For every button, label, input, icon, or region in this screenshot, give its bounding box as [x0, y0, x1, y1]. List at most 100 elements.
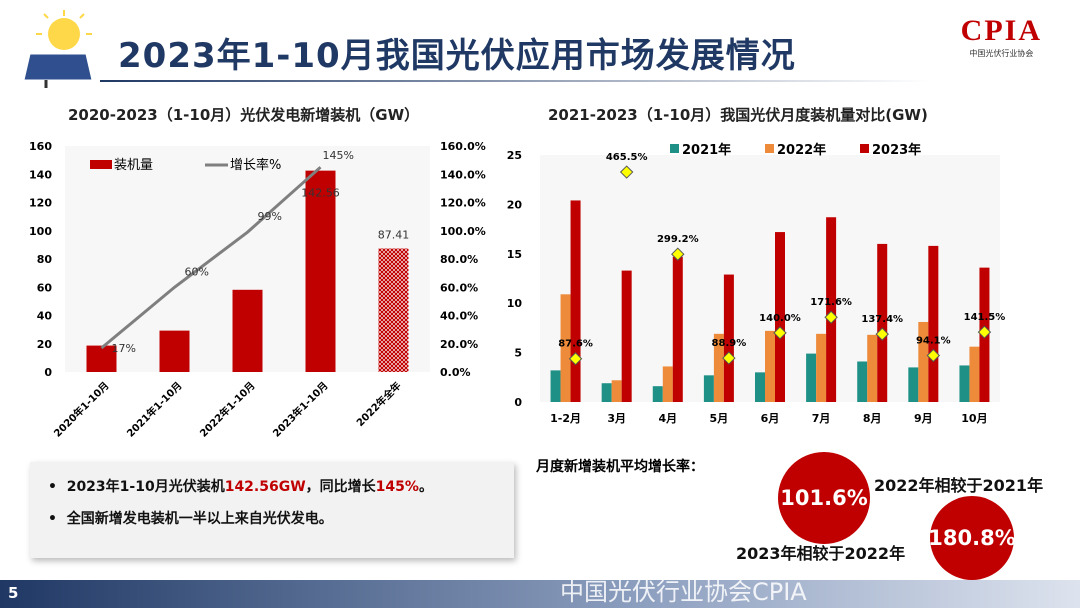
y2-tick-label: 160.0%	[440, 140, 486, 153]
y-tick-label: 15	[507, 248, 522, 261]
y2-tick-label: 20.0%	[440, 338, 478, 351]
page-number: 5	[8, 584, 19, 602]
bar	[775, 232, 785, 402]
growth-marker	[568, 352, 583, 366]
bar	[159, 330, 190, 372]
page-title: 2023年1-10月我国光伏应用市场发展情况	[118, 36, 796, 76]
growth-marker	[824, 310, 838, 324]
avg-growth-label: 月度新增装机平均增长率：	[536, 459, 704, 475]
bar	[305, 170, 336, 372]
bar	[713, 333, 724, 402]
y-tick-label: 120	[29, 197, 52, 210]
growth-marker	[671, 247, 685, 261]
y-tick-label: 10	[507, 297, 523, 310]
bar	[611, 380, 622, 402]
y2-tick-label: 0.0%	[440, 366, 471, 379]
y2-tick-label: 120.0%	[440, 197, 486, 210]
bar	[672, 256, 683, 402]
growth-marker	[773, 326, 787, 340]
installed-capacity-chart: 0 20 40 60 80 100 120 140 160 0.0% 20.0% 40.0% 60.0%…	[29, 140, 486, 440]
bar	[969, 346, 980, 402]
bar	[765, 330, 775, 402]
growth-marker	[977, 325, 992, 339]
bar	[621, 270, 632, 402]
growth-label: 140.0%	[759, 313, 801, 324]
bar	[918, 321, 929, 402]
bar	[816, 333, 827, 402]
growth-line	[100, 166, 322, 350]
legend-label: 增长率%	[230, 157, 281, 173]
bar	[867, 334, 878, 402]
x-tick-label: 10月	[961, 412, 987, 425]
bar	[755, 372, 765, 402]
bar-label: 87.41	[378, 229, 410, 242]
x-tick-label: 5月	[710, 412, 729, 425]
growth-label: 87.6%	[558, 339, 593, 350]
growth-marker	[619, 165, 634, 179]
bar-label: 142.56	[301, 187, 340, 200]
legend-swatch	[670, 144, 679, 153]
growth-marker	[875, 327, 889, 341]
growth-label: 141.5%	[964, 312, 1006, 323]
x-tick-label: 2023年1-10月	[270, 379, 331, 440]
bar	[652, 386, 663, 402]
x-tick-label: 7月	[812, 412, 831, 425]
x-tick-label: 4月	[658, 412, 677, 425]
bar	[662, 366, 673, 402]
y2-tick-label: 40.0%	[440, 310, 478, 323]
y-tick-label: 140	[29, 168, 52, 181]
y-tick-label: 160	[29, 140, 52, 153]
growth-circle-2023: 180.8%	[928, 496, 1016, 580]
x-tick-label: 2022年全年	[354, 379, 404, 429]
growth-marker	[722, 351, 736, 365]
title-divider	[100, 80, 930, 82]
legend-label: 2022年	[777, 142, 826, 158]
x-tick-label: 3月	[607, 412, 626, 425]
x-tick-label: 2020年1-10月	[51, 379, 112, 440]
y2-tick-label: 100.0%	[440, 225, 486, 238]
line-label: 145%	[323, 149, 354, 162]
x-tick-label: 2022年1-10月	[197, 379, 258, 440]
legend-label: 2021年	[682, 142, 731, 158]
left-chart-title: 2020-2023（1-10月）光伏发电新增装机（GW）	[68, 106, 420, 124]
bar	[570, 200, 581, 402]
y-tick-label: 0	[514, 396, 522, 409]
legend-swatch	[765, 144, 774, 153]
x-tick-label: 2021年1-10月	[124, 379, 185, 440]
legend-label: 装机量	[114, 158, 153, 173]
bar	[378, 248, 409, 372]
line-label: 99%	[258, 210, 282, 223]
watermark: 中国光伏行业协会CPIA	[560, 578, 807, 606]
solar-panel-icon	[16, 8, 96, 92]
bar	[232, 289, 263, 372]
bar	[908, 367, 919, 402]
bullet-2: • 全国新增发电装机一半以上来自光伏发电。	[48, 511, 333, 527]
y2-tick-label: 60.0%	[440, 281, 478, 294]
line-label: 60%	[185, 265, 209, 278]
bar	[601, 383, 612, 402]
growth-marker	[926, 348, 941, 363]
bar	[806, 353, 817, 402]
y-tick-label: 20	[507, 198, 523, 211]
footer-bar	[0, 580, 1080, 608]
legend-swatch	[860, 144, 869, 153]
bar	[857, 361, 868, 402]
growth-label: 88.9%	[712, 338, 747, 349]
y-tick-label: 80	[37, 253, 53, 266]
cpia-logo: CPIA 中国光伏行业协会	[960, 14, 1042, 58]
y-tick-label: 40	[37, 310, 53, 323]
growth-label: 94.1%	[916, 336, 951, 347]
bar	[723, 274, 734, 402]
bar	[703, 375, 714, 402]
growth-label: 465.5%	[606, 152, 648, 163]
y2-tick-label: 80.0%	[440, 253, 478, 266]
summary-box: • 2023年1-10月光伏装机142.56GW，同比增长145%。 • 全国新…	[30, 462, 514, 558]
x-tick-label: 8月	[863, 412, 882, 425]
right-chart-title: 2021-2023（1-10月）我国光伏月度装机量对比(GW)	[548, 106, 928, 124]
bar	[959, 365, 970, 402]
y2-tick-label: 140.0%	[440, 168, 486, 181]
x-tick-label: 6月	[761, 412, 780, 425]
growth-circle-2022: 101.6%	[778, 452, 870, 544]
bar	[877, 243, 888, 402]
growth-label-2022: 2022年相较于2021年	[874, 476, 1044, 495]
